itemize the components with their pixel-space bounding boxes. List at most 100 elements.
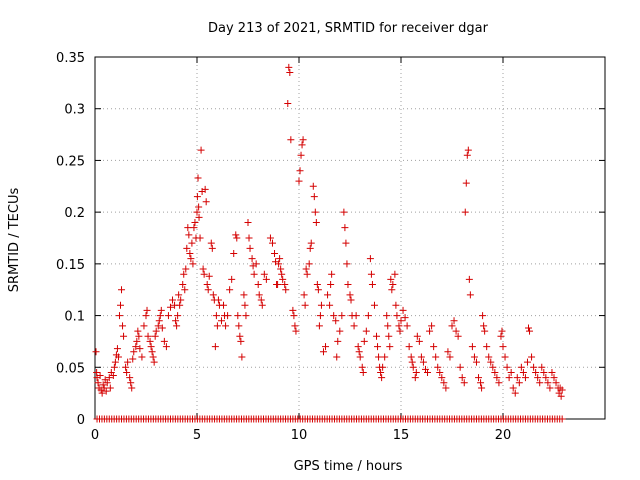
data-point — [138, 353, 146, 361]
data-point — [142, 312, 150, 320]
data-point — [286, 69, 294, 77]
data-point — [491, 368, 499, 376]
data-point — [276, 255, 284, 263]
data-point — [485, 353, 493, 361]
data-point — [477, 379, 485, 387]
data-point — [103, 379, 111, 387]
data-point — [507, 368, 515, 376]
data-point — [396, 327, 404, 335]
data-point — [327, 281, 335, 289]
data-point — [96, 372, 104, 380]
data-point — [428, 322, 436, 330]
data-point — [297, 151, 305, 159]
data-point — [355, 348, 363, 356]
data-point — [188, 239, 196, 247]
data-point — [181, 286, 189, 294]
data-point — [478, 384, 486, 392]
data-point — [92, 348, 100, 356]
data-point — [419, 358, 427, 366]
data-point — [150, 358, 158, 366]
data-point — [205, 272, 213, 280]
data-point — [199, 265, 207, 273]
data-point — [536, 379, 544, 387]
data-point — [515, 379, 523, 387]
data-point — [385, 332, 393, 340]
data-point — [228, 275, 236, 283]
data-point — [411, 374, 419, 382]
y-tick-label: 0.1 — [64, 310, 85, 325]
data-point — [489, 363, 497, 371]
data-point — [480, 322, 488, 330]
data-point — [98, 389, 106, 397]
data-point — [342, 239, 350, 247]
data-point — [374, 343, 382, 351]
data-point — [503, 363, 511, 371]
data-point — [260, 270, 268, 278]
data-point — [495, 379, 503, 387]
x-tick-label: 0 — [91, 428, 99, 443]
data-point — [479, 312, 487, 320]
data-point — [454, 332, 462, 340]
data-point — [436, 368, 444, 376]
data-point — [393, 312, 401, 320]
data-point — [149, 353, 157, 361]
data-point — [115, 312, 123, 320]
data-point — [324, 291, 332, 299]
data-point — [344, 281, 352, 289]
data-point — [557, 392, 565, 400]
data-point — [130, 348, 138, 356]
data-point — [315, 322, 323, 330]
data-point — [310, 193, 318, 201]
plot-border — [94, 56, 606, 420]
data-point — [250, 270, 258, 278]
data-point — [352, 312, 360, 320]
plot-frame — [94, 56, 606, 420]
data-point — [397, 317, 405, 325]
data-point — [236, 332, 244, 340]
data-point — [309, 182, 317, 190]
data-point — [497, 332, 505, 340]
data-point — [468, 343, 476, 351]
data-point — [274, 281, 282, 289]
data-point — [245, 234, 253, 242]
data-point — [442, 384, 450, 392]
y-tick-label: 0.15 — [56, 258, 85, 273]
data-point — [258, 301, 266, 309]
data-point — [300, 291, 308, 299]
data-point — [301, 301, 309, 309]
data-point — [379, 363, 387, 371]
data-point — [444, 348, 452, 356]
data-point — [201, 185, 209, 193]
data-point-zero — [558, 415, 566, 423]
data-point — [354, 343, 362, 351]
data-point — [314, 286, 322, 294]
data-point — [481, 327, 489, 335]
data-point — [132, 343, 140, 351]
data-point — [146, 337, 154, 345]
data-point — [173, 322, 181, 330]
data-point — [124, 358, 132, 366]
data-point — [158, 324, 166, 332]
data-point — [290, 312, 298, 320]
data-point — [183, 244, 191, 252]
data-point — [317, 301, 325, 309]
data-point — [333, 353, 341, 361]
data-point — [126, 374, 134, 382]
data-point — [521, 374, 529, 382]
data-point — [136, 345, 144, 353]
data-point — [346, 291, 354, 299]
data-point — [305, 260, 313, 268]
data-point — [347, 296, 355, 304]
data-point — [278, 270, 286, 278]
data-point — [513, 374, 521, 382]
data-point — [157, 306, 165, 314]
data-point — [403, 322, 411, 330]
data-point — [246, 244, 254, 252]
data-point — [241, 301, 249, 309]
data-point — [169, 296, 177, 304]
data-point — [266, 234, 274, 242]
data-point — [384, 322, 392, 330]
data-point — [511, 389, 519, 397]
data-point — [237, 337, 245, 345]
data-point — [360, 337, 368, 345]
